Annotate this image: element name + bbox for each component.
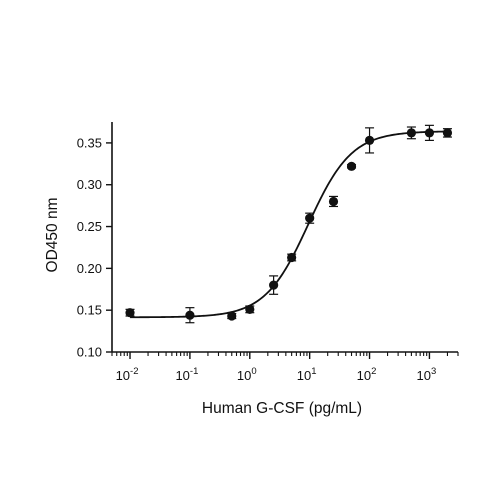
x-tick-label: 103: [417, 366, 437, 383]
y-axis: 0.10 0.15 0.20 0.25 0.30 0.35: [77, 122, 113, 360]
data-point: [287, 252, 297, 263]
data-point: [245, 304, 255, 314]
y-tick-label: 0.10: [77, 345, 102, 360]
data-point: [125, 308, 135, 318]
y-tick-label: 0.30: [77, 177, 102, 192]
data-point: [185, 310, 195, 320]
x-tick-label: 100: [237, 366, 257, 383]
data-point: [346, 161, 357, 171]
data-point: [406, 128, 417, 138]
data-point: [305, 213, 315, 223]
y-tick-label: 0.20: [77, 261, 102, 276]
data-points-layer: [125, 128, 453, 321]
x-tick-label: 10-2: [116, 366, 139, 383]
x-tick-label: 102: [357, 366, 377, 383]
fit-curve-layer: [130, 130, 448, 319]
data-point: [269, 280, 279, 290]
y-tick-label: 0.35: [77, 135, 102, 150]
y-tick-label: 0.15: [77, 303, 102, 318]
data-point: [442, 128, 453, 138]
x-tick-label: 10-1: [175, 366, 198, 383]
x-axis: 10-2 10-1 100 101 102 103: [111, 351, 459, 383]
data-point: [328, 196, 339, 207]
y-tick-label: 0.25: [77, 219, 102, 234]
x-tick-label: 101: [297, 366, 317, 383]
data-point: [364, 135, 375, 145]
error-bars-layer: [125, 124, 452, 324]
data-point: [424, 128, 435, 138]
fit-curve: [130, 130, 448, 319]
y-axis-label: OD450 nm: [44, 198, 61, 273]
data-point: [227, 311, 237, 321]
x-axis-label: Human G-CSF (pg/mL): [202, 400, 362, 417]
